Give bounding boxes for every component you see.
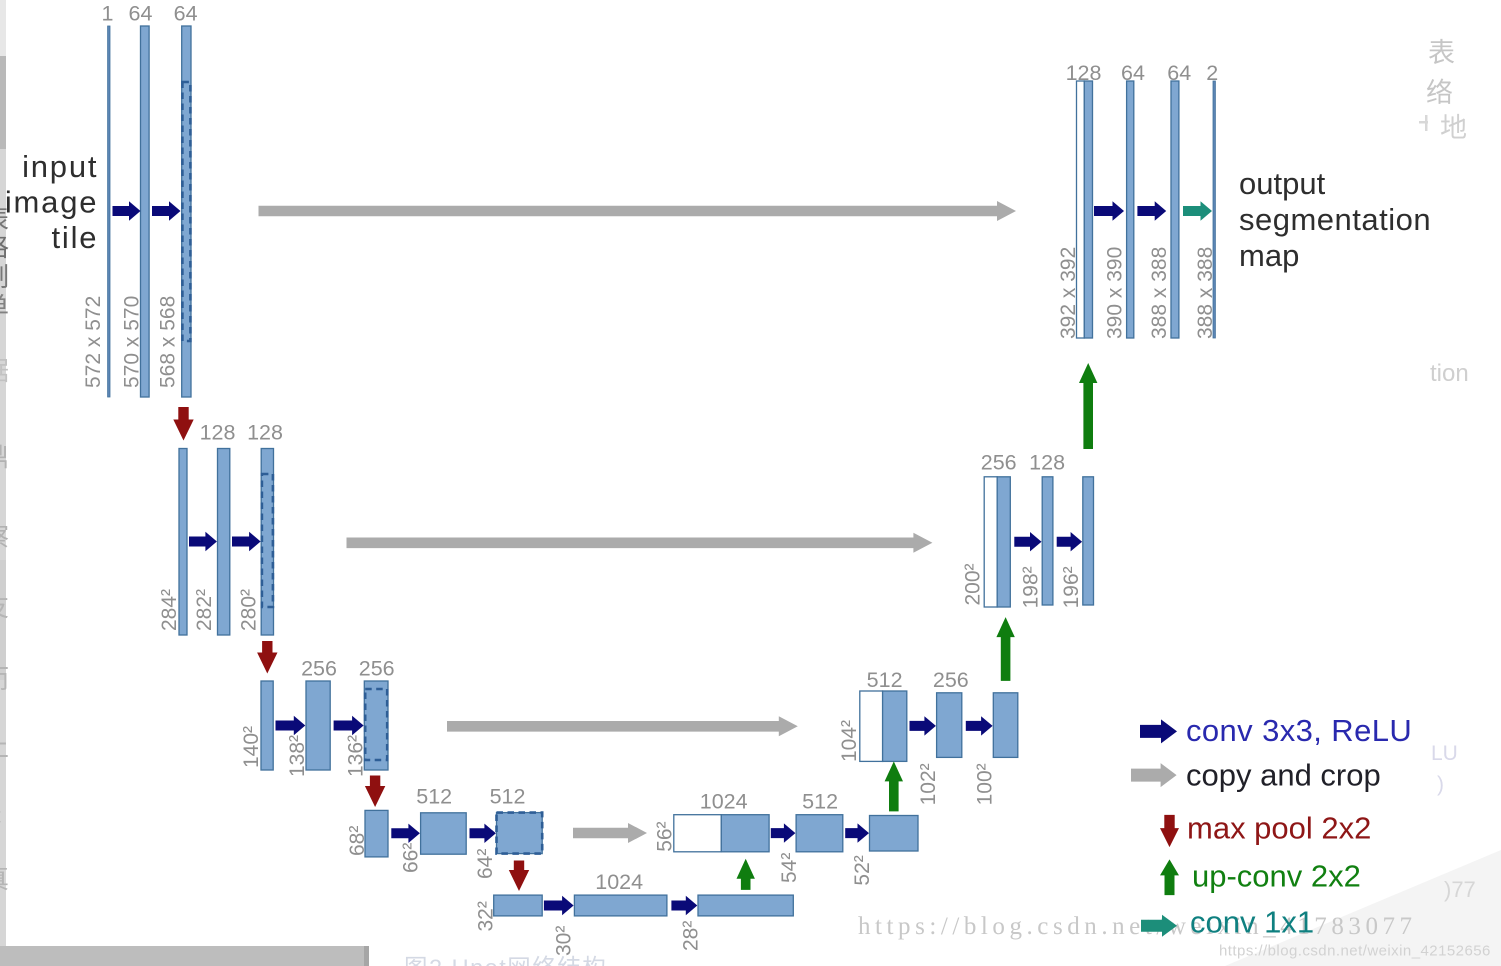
svg-text:64: 64 [1167,61,1191,85]
svg-text:图2 Unet网络结构: 图2 Unet网络结构 [404,955,607,966]
svg-text:256: 256 [981,450,1017,474]
svg-text:格: 格 [0,232,9,262]
svg-text:64²: 64² [474,849,497,879]
svg-text:制: 制 [0,262,9,292]
svg-text:https://blog.csdn.net/weixin_4: https://blog.csdn.net/weixin_42152656 [1219,943,1491,960]
svg-text:512: 512 [802,790,838,814]
svg-text:而: 而 [0,664,9,694]
svg-text:地: 地 [1440,113,1467,143]
svg-text:102²: 102² [917,763,940,805]
svg-text:LU: LU [1431,742,1458,765]
svg-text:conv 3x3, ReLU: conv 3x3, ReLU [1186,713,1412,748]
svg-text:32²: 32² [475,901,498,931]
svg-text:572 x 572: 572 x 572 [82,296,105,388]
svg-text:54²: 54² [778,853,801,883]
svg-text:56²: 56² [653,821,676,851]
svg-text:388 x 388: 388 x 388 [1194,247,1217,339]
svg-text:256: 256 [933,668,969,692]
svg-text:表: 表 [0,204,9,234]
svg-text:单: 单 [0,292,9,322]
svg-text:map: map [1239,238,1299,273]
svg-text:output: output [1239,166,1326,201]
svg-text:tile: tile [51,220,98,255]
svg-text:280²: 280² [238,589,261,631]
svg-text:392 x 392: 392 x 392 [1057,247,1080,339]
svg-text:512: 512 [416,785,452,809]
svg-text:136²: 136² [344,735,367,777]
svg-text:C: C [0,802,2,832]
svg-text:68²: 68² [346,826,369,856]
svg-text:友: 友 [0,592,9,622]
svg-text:64: 64 [174,2,198,26]
svg-text:1024: 1024 [700,790,748,814]
svg-text:察: 察 [0,522,9,552]
svg-text:52²: 52² [851,855,874,885]
svg-text:据: 据 [0,356,9,386]
svg-text:表: 表 [1428,38,1455,68]
svg-text:128: 128 [247,421,283,445]
svg-text:388 x 388: 388 x 388 [1148,247,1171,339]
svg-text:390 x 390: 390 x 390 [1103,247,1126,339]
svg-text:真: 真 [0,864,9,894]
svg-text:256: 256 [359,656,395,680]
svg-text:196²: 196² [1060,566,1083,608]
svg-text:max pool 2x2: max pool 2x2 [1187,811,1371,846]
svg-text:64: 64 [1121,61,1145,85]
svg-text:198²: 198² [1020,566,1043,608]
svg-text:1: 1 [102,2,114,26]
svg-text:256: 256 [301,656,337,680]
svg-text:28²: 28² [680,921,703,951]
svg-text:input: input [22,149,98,184]
svg-text:conv 1x1: conv 1x1 [1190,905,1314,940]
svg-text:284²: 284² [158,589,181,631]
svg-text:image: image [5,185,98,220]
svg-text:568 x 568: 568 x 568 [157,296,180,388]
svg-text:上: 上 [0,732,9,762]
svg-text:128: 128 [1066,61,1102,85]
svg-text:copy and crop: copy and crop [1186,758,1381,793]
svg-text:segmentation: segmentation [1239,202,1431,237]
svg-text:138²: 138² [286,735,309,777]
svg-text:100²: 100² [974,763,997,805]
svg-text:tion: tion [1430,360,1469,387]
svg-text:512: 512 [867,668,903,692]
svg-text:): ) [1437,773,1444,796]
svg-text:128: 128 [1029,450,1065,474]
svg-text:鼎: 鼎 [0,442,9,472]
svg-text:66²: 66² [400,843,423,873]
svg-text:1024: 1024 [595,870,643,894]
svg-text:512: 512 [490,785,526,809]
svg-text:30²: 30² [553,926,576,956]
svg-text:络: 络 [1426,78,1453,108]
svg-text:64: 64 [129,2,153,26]
svg-text:up-conv 2x2: up-conv 2x2 [1192,859,1361,894]
svg-text:https://blog.csdn.net/weixin_4: https://blog.csdn.net/weixin_41783077 [858,913,1417,940]
svg-text:140²: 140² [240,726,263,768]
svg-text:128: 128 [200,421,236,445]
svg-text:282²: 282² [193,589,216,631]
svg-text:570 x 570: 570 x 570 [121,296,144,388]
svg-text:104²: 104² [838,720,861,762]
svg-text:)77: )77 [1444,877,1476,902]
svg-text:200²: 200² [962,563,985,605]
svg-text:2: 2 [1206,61,1218,85]
